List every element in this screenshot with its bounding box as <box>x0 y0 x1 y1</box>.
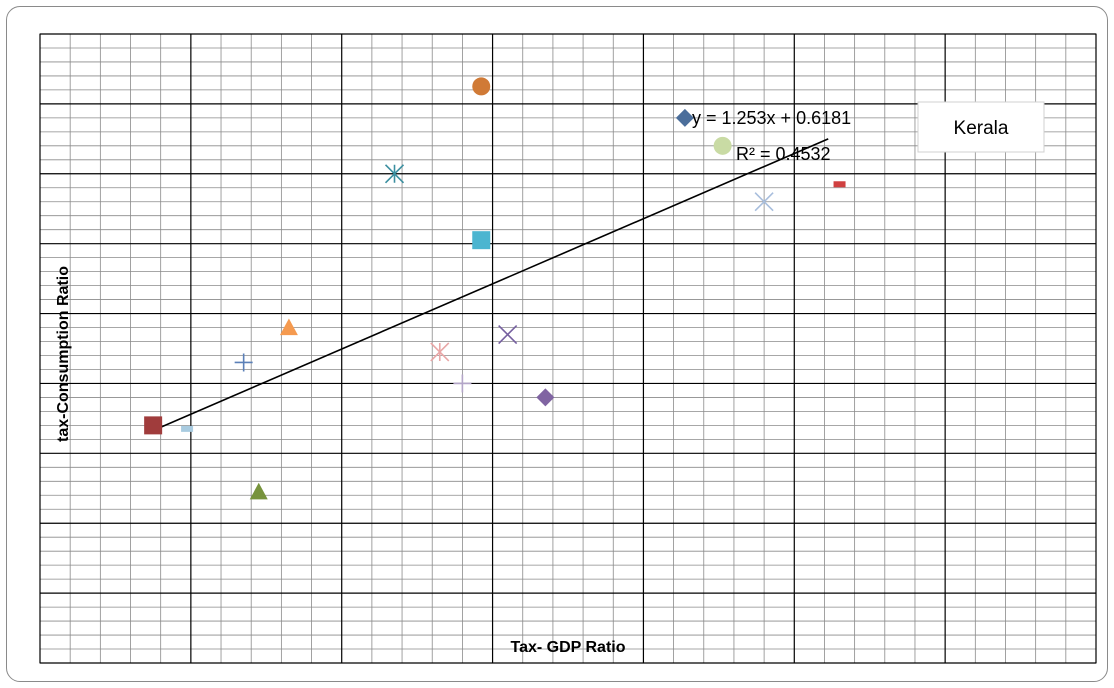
data-point-11 <box>234 353 253 372</box>
data-point-3 <box>713 136 732 155</box>
data-point-12 <box>453 374 472 393</box>
data-point-8 <box>279 318 298 336</box>
data-point-4 <box>833 181 846 188</box>
callout-box <box>917 101 1045 153</box>
data-point-15 <box>181 425 194 432</box>
data-point-13 <box>536 388 555 407</box>
data-points <box>144 77 846 500</box>
data-point-10 <box>430 342 450 362</box>
r-squared-label: R² = 0.4532 <box>736 144 831 164</box>
data-point-7 <box>472 231 491 250</box>
kerala-callout: Kerala <box>917 101 1045 153</box>
data-point-14 <box>144 416 163 435</box>
data-point-9 <box>498 324 518 345</box>
y-axis-title: tax-Consumption Ratio <box>55 266 72 442</box>
data-point-5 <box>384 164 405 184</box>
x-axis-title: Tax- GDP Ratio <box>511 639 626 656</box>
trendline-equation: y = 1.253x + 0.6181 <box>692 108 851 128</box>
data-point-16 <box>249 482 268 500</box>
data-point-6 <box>754 192 774 212</box>
trendline <box>156 138 829 430</box>
plot-area-border <box>39 33 1097 664</box>
data-point-2 <box>675 108 694 127</box>
data-point-1 <box>472 77 491 96</box>
callout-label: Kerala <box>954 118 1009 139</box>
minor-gridlines <box>40 34 1096 663</box>
